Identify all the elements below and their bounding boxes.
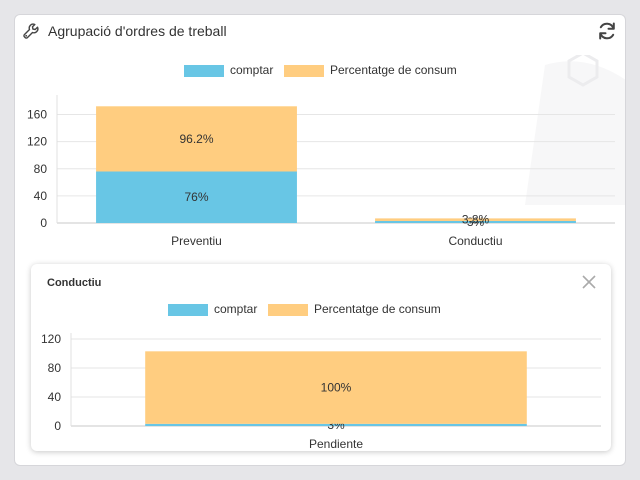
popup-legend-swatch-percentatge — [268, 304, 308, 316]
popup-chart-bar — [145, 351, 527, 424]
main-chart-bar — [96, 106, 297, 172]
popup-legend-label-comptar: comptar — [214, 302, 258, 316]
close-icon[interactable] — [580, 273, 598, 291]
main-chart-bar — [375, 218, 576, 221]
main-chart-x-tick-label: Conductiu — [448, 234, 502, 248]
wrench-icon — [23, 23, 39, 39]
chart-legend: comptar Percentatge de consum — [184, 63, 484, 79]
main-chart-data-label: 76% — [184, 190, 208, 204]
popup-chart-y-tick-label: 0 — [54, 419, 61, 433]
widget-title: Agrupació d'ordres de treball — [48, 23, 227, 39]
refresh-icon[interactable] — [596, 20, 618, 42]
legend-label-percentatge: Percentatge de consum — [330, 63, 457, 77]
widget-card: Agrupació d'ordres de treball comptar Pe… — [14, 14, 626, 466]
legend-swatch-comptar — [184, 65, 224, 77]
widget-header: Agrupació d'ordres de treball — [15, 15, 625, 49]
drilldown-popup: Conductiu comptar Percentatge de consum … — [31, 264, 611, 451]
popup-chart-y-tick-label: 120 — [41, 332, 61, 346]
main-chart-y-tick-label: 80 — [34, 162, 48, 176]
legend-swatch-percentatge — [284, 65, 324, 77]
popup-chart-x-tick-label: Pendiente — [309, 437, 363, 451]
popup-legend-label-percentatge: Percentatge de consum — [314, 302, 441, 316]
main-chart-data-label: 96.2% — [179, 132, 213, 146]
main-chart-bar — [96, 171, 297, 223]
popup-chart-legend: comptar Percentatge de consum — [168, 302, 468, 318]
main-chart-y-tick-label: 120 — [27, 135, 47, 149]
main-chart-x-tick-label: Preventiu — [171, 234, 222, 248]
popup-chart-data-label: 100% — [321, 381, 352, 395]
popup-chart-y-tick-label: 40 — [48, 390, 62, 404]
main-chart: 0408012016076%96.2%Preventiu3%3.8%Conduc… — [27, 95, 615, 248]
main-chart-y-tick-label: 160 — [27, 108, 47, 122]
main-chart-y-tick-label: 0 — [40, 216, 47, 230]
popup-chart-bar — [145, 423, 527, 426]
main-chart-data-label: 3.8% — [462, 213, 490, 227]
popup-legend-swatch-comptar — [168, 304, 208, 316]
main-chart-bar — [375, 220, 576, 223]
main-chart-y-tick-label: 40 — [34, 189, 48, 203]
popup-title: Conductiu — [47, 277, 102, 289]
legend-label-comptar: comptar — [230, 63, 274, 77]
popup-chart-y-tick-label: 80 — [48, 361, 62, 375]
